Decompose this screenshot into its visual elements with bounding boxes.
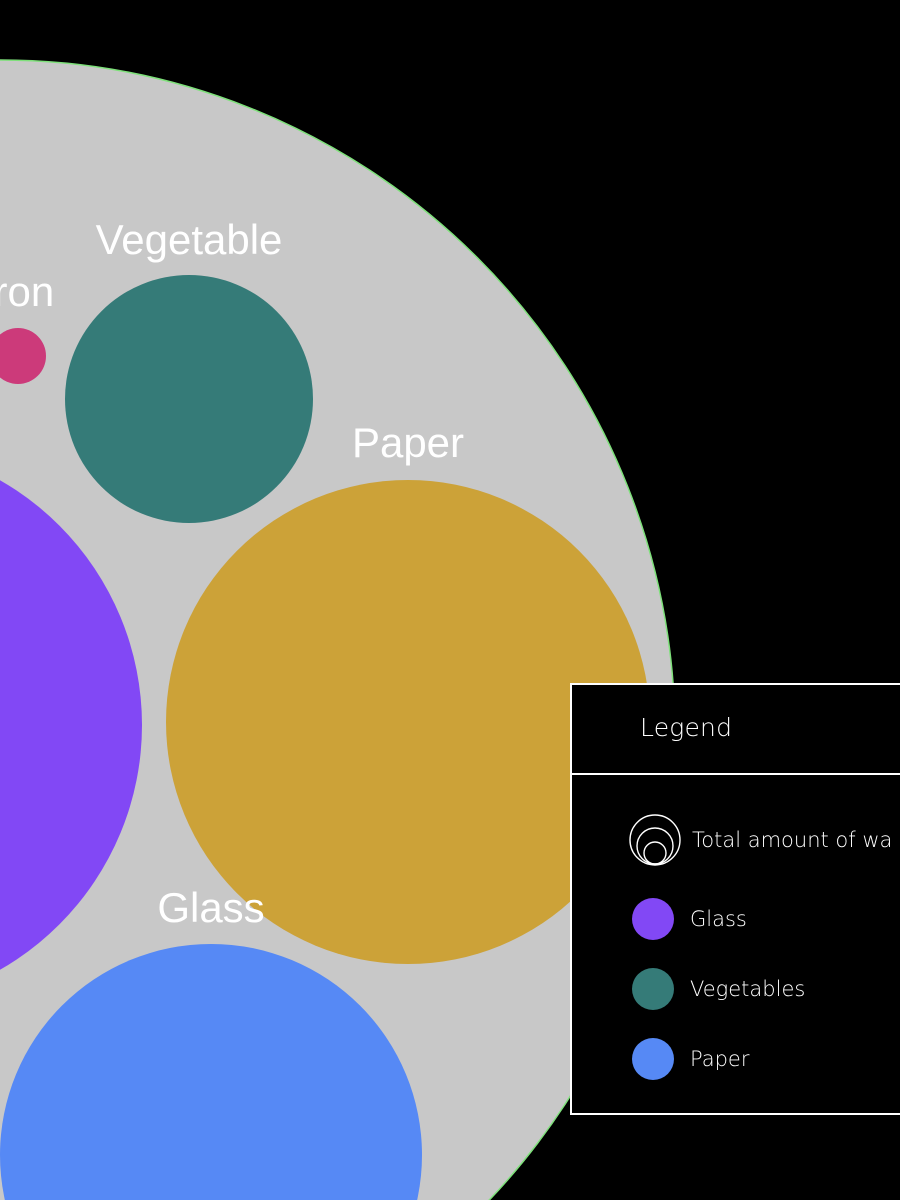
legend-swatch-glass: [632, 898, 674, 940]
bubble-glass: [0, 944, 422, 1200]
nested-circles-icon: [629, 814, 681, 866]
bubble-unlabeled: [0, 480, 142, 970]
legend-item-vegetables: Vegetables: [632, 967, 805, 1011]
bubble-paper: [166, 480, 650, 964]
bubble-label-iron: Iron: [0, 268, 54, 315]
bubble-vegetable: [65, 275, 313, 523]
bubble-label-paper: Paper: [352, 419, 464, 466]
legend-label-glass: Glass: [690, 907, 747, 931]
labels-layer: Iron Vegetable Paper Glass: [0, 216, 464, 931]
legend-label-paper: Paper: [690, 1047, 750, 1071]
legend-header: Legend: [572, 685, 900, 775]
bubble-label-glass: Glass: [157, 884, 264, 931]
legend-swatch-vegetables: [632, 968, 674, 1010]
legend-item-paper: Paper: [632, 1037, 749, 1081]
legend-item-glass: Glass: [632, 897, 747, 941]
legend-label-vegetables: Vegetables: [690, 977, 806, 1001]
legend-item-total: Total amount of wa: [629, 814, 893, 866]
legend-label-total: Total amount of wa: [692, 828, 893, 852]
legend-title: Legend: [640, 713, 733, 742]
bubbles-layer: [0, 275, 650, 1200]
bubble-iron: [0, 328, 46, 384]
legend-panel: Legend Total amount of wa Glass Vegetabl…: [570, 683, 900, 1115]
legend-swatch-paper: [632, 1038, 674, 1080]
bubble-label-vegetable: Vegetable: [96, 216, 283, 263]
